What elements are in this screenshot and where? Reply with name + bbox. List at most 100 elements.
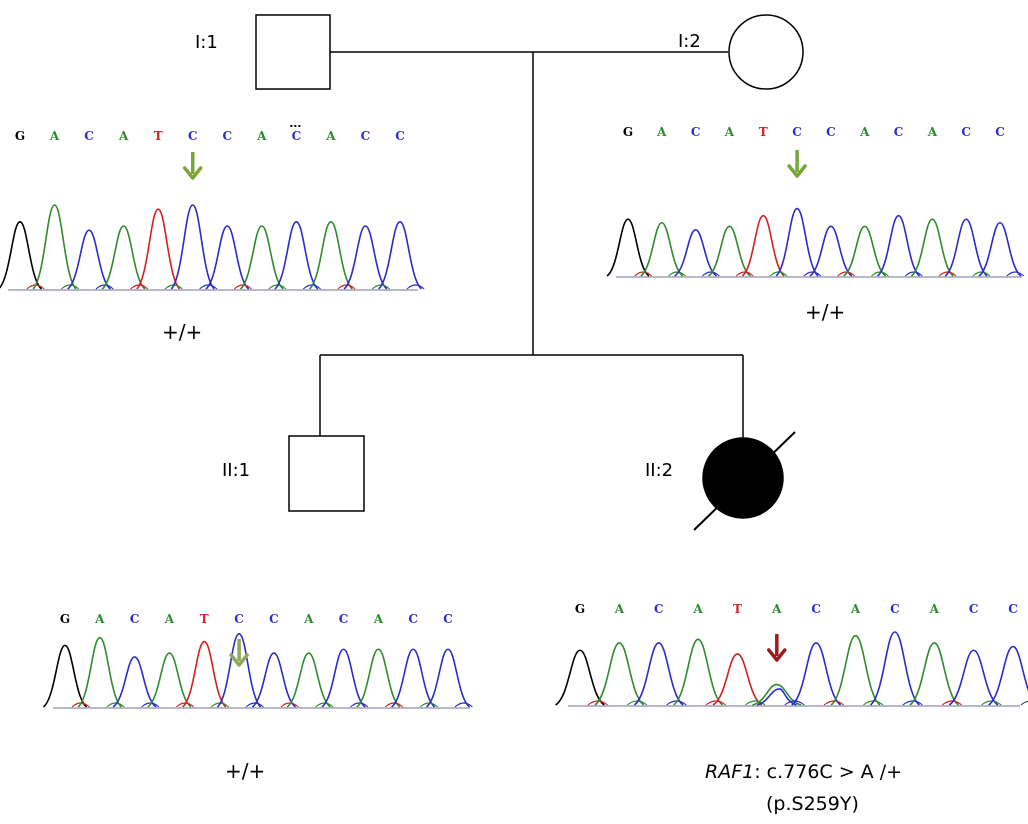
- chromatogram-peak: [752, 683, 802, 706]
- base-letter: A: [94, 612, 105, 626]
- chromatogram-peak: [205, 225, 250, 290]
- arrow-down-icon: [767, 648, 787, 662]
- chromatogram-peak: [136, 208, 181, 290]
- base-letter: C: [408, 612, 418, 626]
- chromatogram-peak: [377, 220, 423, 290]
- chromatogram-peak: [594, 642, 645, 706]
- base-letter: C: [792, 125, 802, 139]
- label-ii1: II:1: [222, 460, 250, 481]
- chromatogram-secondary-peak: [756, 688, 797, 706]
- chromatogram-noise: [106, 702, 125, 708]
- genotype-i1: +/+: [162, 320, 202, 344]
- base-letter: C: [890, 602, 900, 616]
- variant-cdna: : c.776C > A /+: [754, 761, 902, 783]
- individual-i2-symbol: [728, 14, 804, 90]
- chromatogram-peak: [391, 648, 436, 708]
- chromatogram-peak: [251, 652, 297, 708]
- pedigree-lines: [319, 51, 744, 440]
- chromatogram-peak: [42, 644, 88, 708]
- base-letter: C: [691, 125, 701, 139]
- base-letter: A: [859, 125, 870, 139]
- base-letter: C: [894, 125, 904, 139]
- chromatogram-noise: [904, 271, 923, 277]
- base-letter: C: [130, 612, 140, 626]
- base-letter: C: [395, 129, 405, 143]
- chromatogram-noise: [280, 702, 299, 708]
- chromatogram-peak: [909, 642, 960, 706]
- genotype-ii1: +/+: [225, 759, 265, 783]
- chromatogram-noise: [634, 271, 653, 277]
- base-letter: A: [303, 612, 314, 626]
- label-i2: I:2: [678, 31, 701, 52]
- base-letter: C: [222, 129, 232, 143]
- base-letter: T: [759, 125, 768, 139]
- chromatogram-noise: [1020, 700, 1028, 706]
- chromatogram-peak: [32, 204, 77, 290]
- chromatogram-peak: [673, 638, 724, 706]
- chromatogram-peak: [775, 207, 819, 277]
- base-letter: C: [84, 129, 94, 143]
- base-letter: C: [811, 602, 821, 616]
- base-letter: A: [325, 129, 336, 143]
- chromatogram-peak: [712, 653, 763, 706]
- chromatogram-noise: [744, 700, 766, 706]
- chromatogram-noise: [350, 702, 369, 708]
- base-letter: T: [200, 612, 209, 626]
- chromatogram-peak: [555, 649, 605, 706]
- base-letter: G: [15, 129, 25, 143]
- arrow-down-icon: [229, 653, 249, 667]
- base-letter: A: [771, 602, 782, 616]
- base-letter: C: [339, 612, 349, 626]
- chromatogram-peak: [425, 648, 471, 708]
- base-letter: C: [961, 125, 971, 139]
- chromatogram-peak: [308, 220, 353, 290]
- chromatogram-peak: [978, 221, 1022, 277]
- base-letter: C: [269, 612, 279, 626]
- chromatogram-peak: [101, 225, 146, 290]
- chromatogram-noise: [837, 271, 855, 277]
- chromatogram-peak: [274, 220, 319, 290]
- chromatogram-peak: [606, 218, 650, 277]
- base-letter: C: [654, 602, 664, 616]
- base-letter: T: [733, 602, 742, 616]
- base-letter: C: [361, 129, 371, 143]
- variant-protein: (p.S259Y): [766, 793, 859, 815]
- chromatogram-peak: [944, 218, 988, 277]
- chromatogram-noise: [705, 700, 726, 706]
- base-letter: A: [164, 612, 175, 626]
- chromatogram-peak: [876, 214, 921, 277]
- base-letter: A: [927, 125, 938, 139]
- chromatogram-noise: [315, 702, 334, 708]
- base-letter: A: [724, 125, 735, 139]
- chromatogram-peak: [869, 631, 920, 706]
- base-letter: C: [995, 125, 1005, 139]
- chromatogram-peak: [910, 218, 954, 277]
- chromatogram-peak: [707, 225, 751, 277]
- chromatogram-noise: [419, 702, 438, 708]
- chromatogram-peak: [741, 214, 785, 277]
- base-letter: A: [850, 602, 861, 616]
- chromatogram-noise: [454, 702, 473, 708]
- chromatogram-peak: [988, 645, 1028, 706]
- chromatogram-peak: [321, 648, 366, 708]
- deceased-slash: [693, 431, 796, 531]
- chromatogram-peak: [791, 642, 842, 706]
- chromatogram-peak: [182, 640, 227, 708]
- base-letter: C: [188, 129, 198, 143]
- chromatogram-peak: [948, 649, 999, 706]
- label-ii2: II:2: [645, 460, 673, 481]
- genotype-i2: +/+: [805, 300, 845, 324]
- chromatogram-noise: [702, 271, 720, 277]
- chromatogram-noise: [803, 271, 822, 277]
- base-letter: C: [969, 602, 979, 616]
- chromatogram-peak: [216, 633, 262, 708]
- base-letter: G: [575, 602, 585, 616]
- chromatogram-noise: [61, 284, 80, 290]
- chromatogram-peak: [809, 225, 853, 277]
- base-letter: A: [118, 129, 129, 143]
- individual-i1-symbol: [255, 14, 331, 90]
- base-letter: A: [256, 129, 267, 143]
